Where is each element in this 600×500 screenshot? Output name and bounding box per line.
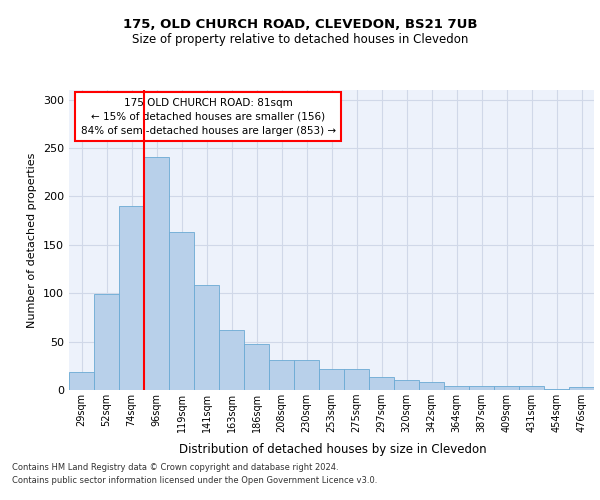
Bar [144, 157, 169, 390]
Bar [444, 386, 469, 390]
Bar [319, 368, 344, 390]
Bar [544, 389, 569, 390]
Bar [294, 360, 319, 390]
Bar [419, 382, 444, 390]
Text: Size of property relative to detached houses in Clevedon: Size of property relative to detached ho… [132, 32, 468, 46]
Bar [244, 344, 269, 390]
Bar [519, 386, 544, 390]
Text: 175 OLD CHURCH ROAD: 81sqm
← 15% of detached houses are smaller (156)
84% of sem: 175 OLD CHURCH ROAD: 81sqm ← 15% of deta… [80, 98, 335, 136]
Bar [344, 368, 369, 390]
Text: Distribution of detached houses by size in Clevedon: Distribution of detached houses by size … [179, 442, 487, 456]
Bar [219, 330, 244, 390]
Text: Contains public sector information licensed under the Open Government Licence v3: Contains public sector information licen… [12, 476, 377, 485]
Bar [94, 294, 119, 390]
Y-axis label: Number of detached properties: Number of detached properties [28, 152, 37, 328]
Bar [494, 386, 519, 390]
Bar [394, 380, 419, 390]
Bar [69, 372, 94, 390]
Bar [569, 387, 594, 390]
Bar [469, 386, 494, 390]
Bar [269, 360, 294, 390]
Bar [369, 378, 394, 390]
Bar [119, 206, 144, 390]
Text: 175, OLD CHURCH ROAD, CLEVEDON, BS21 7UB: 175, OLD CHURCH ROAD, CLEVEDON, BS21 7UB [123, 18, 477, 30]
Text: Contains HM Land Registry data © Crown copyright and database right 2024.: Contains HM Land Registry data © Crown c… [12, 464, 338, 472]
Bar [169, 232, 194, 390]
Bar [194, 284, 219, 390]
